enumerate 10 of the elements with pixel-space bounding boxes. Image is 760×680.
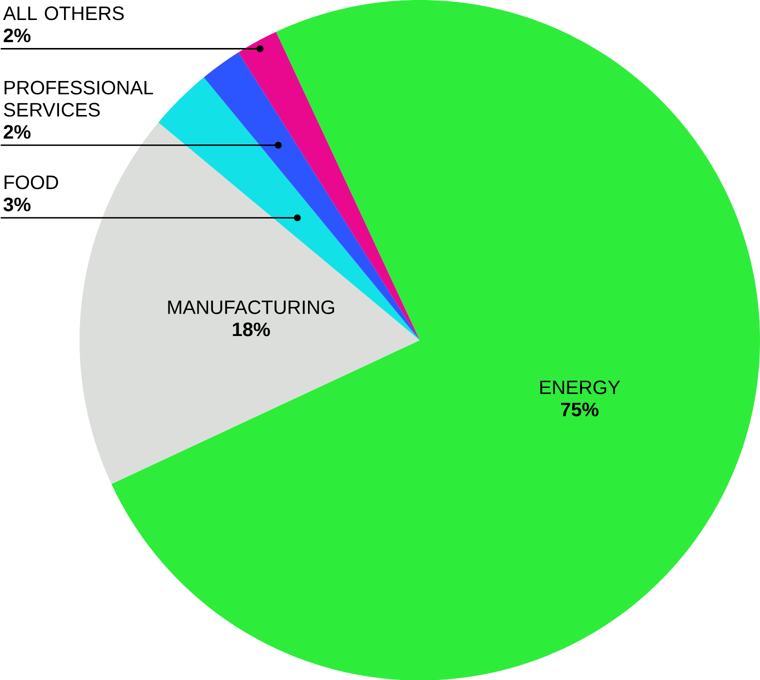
slice-label: ALL OTHERS <box>3 6 124 20</box>
slice-label: PROFESSIONAL SERVICES <box>4 80 154 116</box>
data-label: 3% <box>3 197 31 212</box>
data-label: 2% <box>4 28 31 42</box>
slice-label: MANUFACTURING <box>168 300 334 314</box>
slice-label: FOOD <box>4 175 58 189</box>
data-label: 2% <box>4 124 31 138</box>
data-label: 75% <box>561 402 598 416</box>
slice-label: ENERGY <box>540 380 620 394</box>
data-label: 18% <box>232 322 270 336</box>
